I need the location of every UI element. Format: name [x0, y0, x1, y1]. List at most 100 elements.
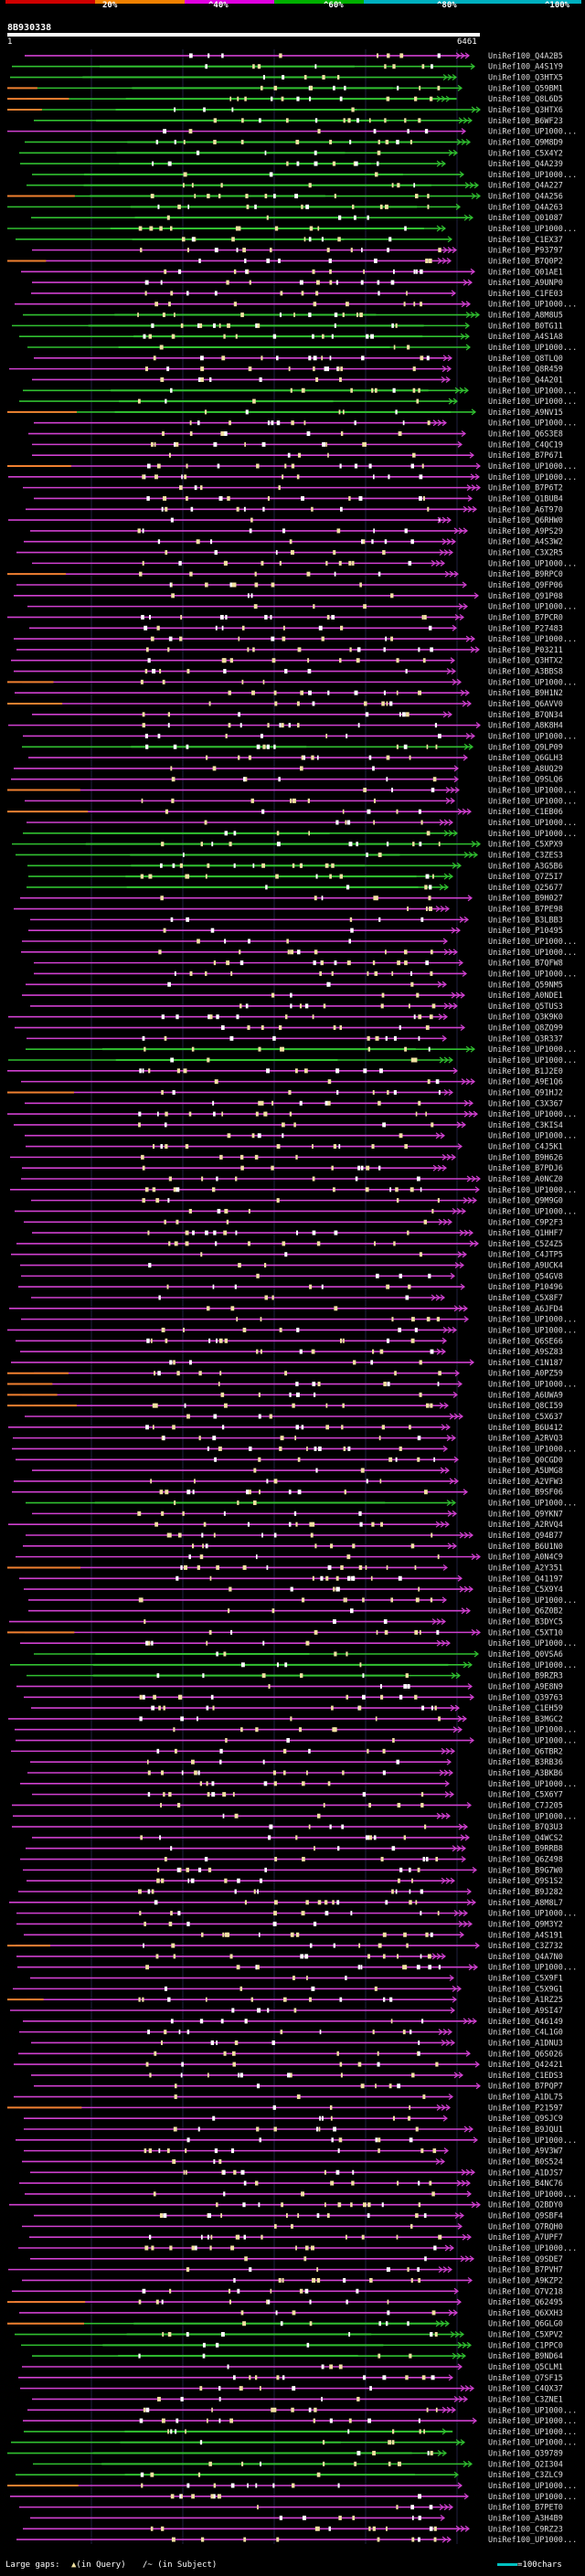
hit-row[interactable]: UniRef100_Q7SF15 — [18, 2374, 563, 2383]
hit-label[interactable]: UniRef100_A9PS29 — [488, 527, 563, 536]
hit-label[interactable]: UniRef100_B7PDJ6 — [488, 1164, 563, 1173]
hit-row[interactable]: UniRef100_Q41197 — [19, 1574, 563, 1584]
hit-label[interactable]: UniRef100_Q9M9G0 — [488, 1197, 563, 1206]
hit-label[interactable]: UniRef100_C5X9Y4 — [488, 1585, 563, 1595]
hit-label[interactable]: UniRef100_B7PVH7 — [488, 2266, 563, 2275]
hit-label[interactable]: UniRef100_A3H4B9 — [488, 2514, 563, 2523]
hit-label[interactable]: UniRef100_Q7SF15 — [488, 2374, 563, 2383]
hit-row[interactable]: UniRef100_C5Z4Z5 — [16, 1240, 563, 1249]
hit-row[interactable]: UniRef100_C9RZ23 — [23, 2525, 563, 2534]
hit-label[interactable]: UniRef100_Q9SJC9 — [488, 2115, 563, 2124]
hit-label[interactable]: UniRef100_UP1000... — [488, 2428, 577, 2437]
hit-row[interactable]: UniRef100_Q8R459 — [9, 366, 563, 375]
hit-label[interactable]: UniRef100_Q8ZQ99 — [488, 1024, 563, 1034]
hit-label[interactable]: UniRef100_UP1000... — [488, 787, 577, 796]
hit-row[interactable]: UniRef100_C4L1G0 — [19, 2029, 563, 2038]
hit-label[interactable]: UniRef100_B0S524 — [488, 2157, 563, 2167]
hit-label[interactable]: UniRef100_Q01087 — [488, 214, 563, 223]
hit-row[interactable]: UniRef100_B7PCR0 — [7, 613, 563, 622]
hit-row[interactable]: UniRef100_Q6Z498 — [20, 1856, 563, 1865]
hit-row[interactable]: UniRef100_C5X637 — [25, 1413, 563, 1422]
hit-label[interactable]: UniRef100_Q9FP06 — [488, 581, 563, 590]
hit-row[interactable]: UniRef100_UP1000... — [25, 1132, 577, 1141]
hit-label[interactable]: UniRef100_C3ZES3 — [488, 851, 563, 860]
hit-row[interactable]: UniRef100_Q6GLH3 — [28, 754, 563, 763]
hit-row[interactable]: UniRef100_Q7RQH0 — [22, 2222, 563, 2231]
hit-label[interactable]: UniRef100_A0PZ59 — [488, 1370, 563, 1379]
hit-label[interactable]: UniRef100_Q0VSA6 — [488, 1650, 563, 1659]
hit-label[interactable]: UniRef100_Q01AE1 — [488, 268, 563, 277]
hit-label[interactable]: UniRef100_Q59NM5 — [488, 981, 563, 990]
hit-label[interactable]: UniRef100_B7P671 — [488, 451, 563, 461]
hit-row[interactable]: UniRef100_Q39763 — [24, 1693, 563, 1702]
hit-label[interactable]: UniRef100_A1DJS7 — [488, 2168, 563, 2178]
hit-label[interactable]: UniRef100_C5XPX9 — [488, 841, 563, 850]
hit-row[interactable]: UniRef100_Q3HTX2 — [11, 657, 563, 666]
hit-label[interactable]: UniRef100_P10496 — [488, 1283, 563, 1292]
hit-row[interactable]: UniRef100_C3ZES3 — [16, 851, 563, 860]
hit-label[interactable]: UniRef100_Q4A2B5 — [488, 52, 563, 61]
hit-label[interactable]: UniRef100_UP1000... — [488, 2482, 577, 2491]
hit-row[interactable]: UniRef100_Q4A201 — [32, 376, 563, 385]
hit-label[interactable]: UniRef100_C9P2F3 — [488, 1218, 563, 1227]
hit-label[interactable]: UniRef100_A0N4C9 — [488, 1553, 563, 1563]
hit-row[interactable]: UniRef100_UP1000... — [14, 635, 577, 644]
hit-label[interactable]: UniRef100_Q3K9K0 — [488, 1013, 563, 1023]
hit-row[interactable]: UniRef100_C3Z732 — [7, 1942, 563, 1951]
hit-row[interactable]: UniRef100_Q1HHF7 — [32, 1229, 563, 1238]
hit-row[interactable]: UniRef100_Q7Z5I7 — [28, 873, 563, 882]
hit-row[interactable]: UniRef100_P93797 — [32, 247, 563, 256]
hit-row[interactable]: UniRef100_UP1000... — [8, 473, 577, 482]
hit-label[interactable]: UniRef100_UP1000... — [488, 1596, 577, 1606]
hit-row[interactable]: UniRef100_B9ND64 — [32, 2352, 563, 2361]
hit-row[interactable]: UniRef100_UP1000... — [16, 1910, 577, 1919]
hit-label[interactable]: UniRef100_A9KZP2 — [488, 2276, 563, 2285]
hit-label[interactable]: UniRef100_Q62495 — [488, 2298, 563, 2307]
hit-label[interactable]: UniRef100_B7P6T2 — [488, 484, 563, 493]
hit-row[interactable]: UniRef100_C3KIS4 — [14, 1121, 563, 1130]
hit-row[interactable]: UniRef100_UP1000... — [7, 2482, 577, 2491]
hit-row[interactable]: UniRef100_Q3HTX6 — [7, 106, 563, 115]
hit-label[interactable]: UniRef100_C4QC19 — [488, 440, 563, 450]
hit-label[interactable]: UniRef100_UP1000... — [488, 1780, 577, 1789]
hit-row[interactable]: UniRef100_Q9M8D9 — [25, 138, 563, 147]
hit-label[interactable]: UniRef100_P27483 — [488, 624, 563, 633]
hit-label[interactable]: UniRef100_UP1000... — [488, 344, 577, 353]
hit-row[interactable]: UniRef100_Q5CLM1 — [22, 2363, 563, 2372]
hit-row[interactable]: UniRef100_UP1000... — [32, 171, 577, 180]
hit-label[interactable]: UniRef100_C1EB06 — [488, 808, 563, 817]
hit-label[interactable]: UniRef100_C1PPC0 — [488, 2341, 563, 2350]
hit-row[interactable]: UniRef100_Q9SLQ6 — [11, 776, 563, 785]
hit-row[interactable]: UniRef100_UP1000... — [19, 398, 577, 407]
hit-row[interactable]: UniRef100_Q8ZQ99 — [15, 1024, 563, 1034]
hit-row[interactable]: UniRef100_UP1000... — [20, 1639, 577, 1648]
hit-row[interactable]: UniRef100_UP1000... — [8, 1056, 577, 1065]
hit-label[interactable]: UniRef100_Q9SBF4 — [488, 2212, 563, 2221]
hit-label[interactable]: UniRef100_Q4WCS2 — [488, 1834, 563, 1843]
hit-label[interactable]: UniRef100_UP1000... — [488, 1910, 577, 1919]
hit-row[interactable]: UniRef100_Q9M3Y2 — [16, 1920, 563, 1929]
hit-label[interactable]: UniRef100_UP1000... — [488, 473, 577, 482]
hit-label[interactable]: UniRef100_C3X2R5 — [488, 549, 563, 558]
hit-label[interactable]: UniRef100_Q6RHW0 — [488, 516, 563, 525]
hit-row[interactable]: UniRef100_Q8CI59 — [7, 1402, 563, 1411]
hit-row[interactable]: UniRef100_UP1000... — [7, 1381, 577, 1390]
hit-label[interactable]: UniRef100_Q6GLH3 — [488, 754, 563, 763]
hit-row[interactable]: UniRef100_A0PZ59 — [7, 1370, 563, 1379]
hit-label[interactable]: UniRef100_Q6Z0B2 — [488, 1607, 563, 1617]
hit-label[interactable]: UniRef100_UP1000... — [488, 301, 577, 310]
hit-label[interactable]: UniRef100_UP1000... — [488, 2406, 577, 2415]
hit-row[interactable]: UniRef100_P10495 — [28, 927, 563, 936]
hit-row[interactable]: UniRef100_UP1000... — [12, 1445, 577, 1454]
hit-row[interactable]: UniRef100_UP1000... — [7, 225, 577, 234]
hit-row[interactable]: UniRef100_A4S1Y9 — [12, 63, 563, 72]
hit-row[interactable]: UniRef100_B9SF06 — [12, 1489, 563, 1498]
hit-row[interactable]: UniRef100_B7PE98 — [14, 906, 563, 915]
hit-label[interactable]: UniRef100_Q6S026 — [488, 2050, 563, 2059]
hit-row[interactable]: UniRef100_B7Q3U3 — [12, 1823, 563, 1832]
hit-label[interactable]: UniRef100_UP1000... — [488, 225, 577, 234]
hit-row[interactable]: UniRef100_UP1000... — [26, 1045, 577, 1055]
hit-row[interactable]: UniRef100_UP1000... — [7, 1326, 577, 1335]
hit-label[interactable]: UniRef100_C5X637 — [488, 1413, 563, 1422]
hit-row[interactable]: UniRef100_UP1000... — [27, 819, 577, 828]
